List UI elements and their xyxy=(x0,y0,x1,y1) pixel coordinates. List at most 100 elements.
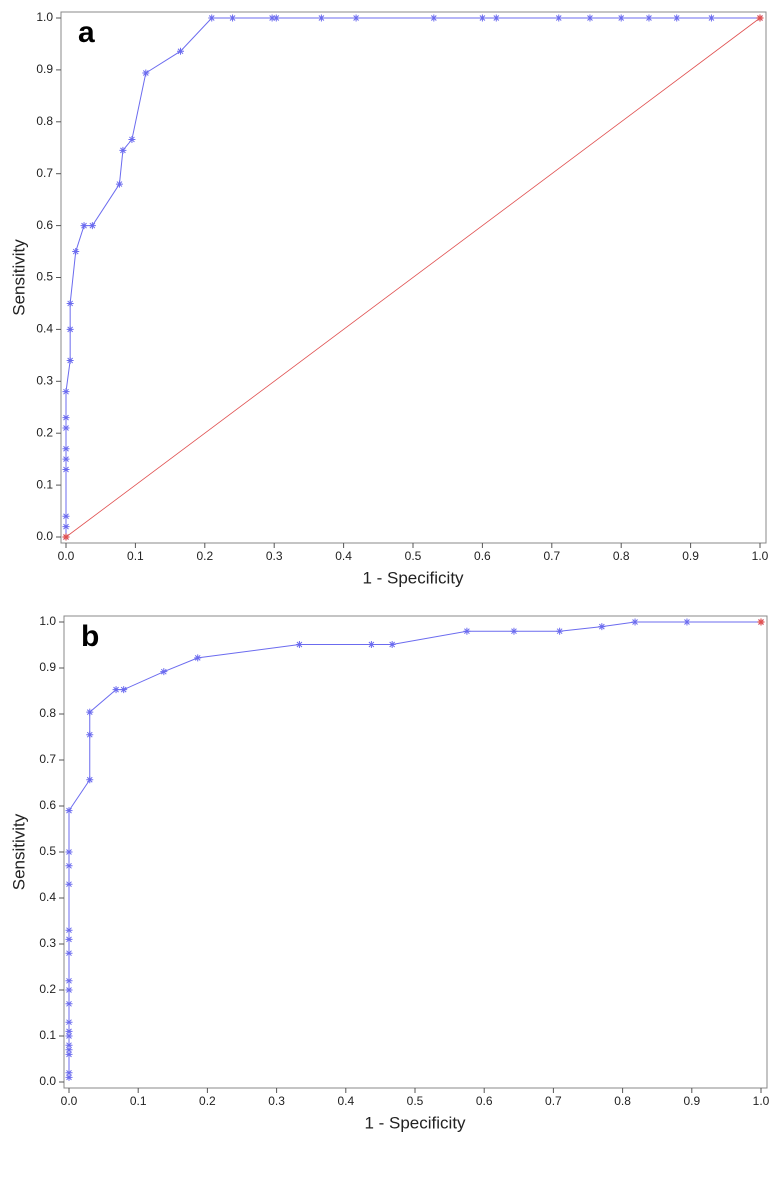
point-marker xyxy=(66,299,74,307)
x-tick-label: 0.4 xyxy=(335,549,352,563)
point-marker xyxy=(317,14,325,22)
point-marker xyxy=(229,14,237,22)
point-marker xyxy=(295,641,303,649)
reference-marker xyxy=(756,14,764,22)
x-tick-label: 0.8 xyxy=(614,1094,631,1108)
point-marker xyxy=(463,627,471,635)
y-tick-label: 0.2 xyxy=(39,982,56,996)
point-marker xyxy=(62,523,70,531)
point-marker xyxy=(631,618,639,626)
x-tick-label: 0.1 xyxy=(127,549,144,563)
y-tick-label: 0.0 xyxy=(36,529,53,543)
point-marker xyxy=(112,686,120,694)
y-tick-label: 1.0 xyxy=(36,10,53,24)
x-tick-label: 1.0 xyxy=(753,1094,769,1108)
point-marker xyxy=(673,14,681,22)
point-marker xyxy=(617,14,625,22)
point-marker xyxy=(65,848,73,856)
point-marker xyxy=(430,14,438,22)
y-tick-label: 0.9 xyxy=(39,660,56,674)
point-marker xyxy=(80,222,88,230)
point-marker xyxy=(683,618,691,626)
point-marker xyxy=(492,14,500,22)
point-marker xyxy=(272,14,280,22)
point-marker xyxy=(65,1032,73,1040)
point-marker xyxy=(177,47,185,55)
point-marker xyxy=(62,414,70,422)
point-marker xyxy=(86,708,94,716)
point-marker xyxy=(160,668,168,676)
point-marker xyxy=(88,222,96,230)
reference-marker xyxy=(757,618,765,626)
point-marker xyxy=(555,14,563,22)
y-tick-label: 0.9 xyxy=(36,62,53,76)
x-tick-label: 0.6 xyxy=(476,1094,493,1108)
point-marker xyxy=(120,686,128,694)
y-tick-label: 0.6 xyxy=(39,798,56,812)
y-tick-label: 0.2 xyxy=(36,425,53,439)
point-marker xyxy=(119,146,127,154)
point-marker xyxy=(65,935,73,943)
y-tick-label: 0.3 xyxy=(39,936,56,950)
point-marker xyxy=(208,14,216,22)
x-tick-label: 0.0 xyxy=(61,1094,78,1108)
y-tick-label: 0.3 xyxy=(36,373,53,387)
reference-line xyxy=(65,17,761,538)
point-marker xyxy=(478,14,486,22)
y-tick-label: 0.6 xyxy=(36,218,53,232)
x-tick-label: 1.0 xyxy=(752,549,769,563)
point-marker xyxy=(142,69,150,77)
x-tick-label: 0.3 xyxy=(266,549,283,563)
point-marker xyxy=(65,1069,73,1077)
y-tick-label: 0.0 xyxy=(39,1074,56,1088)
y-axis-title: Sensitivity xyxy=(9,813,28,890)
point-marker xyxy=(65,1046,73,1054)
x-tick-label: 0.4 xyxy=(337,1094,354,1108)
point-marker xyxy=(65,926,73,934)
plot-frame xyxy=(63,615,768,1089)
x-tick-label: 0.2 xyxy=(199,1094,216,1108)
point-marker xyxy=(62,388,70,396)
point-marker xyxy=(65,1027,73,1035)
y-tick-label: 0.8 xyxy=(36,114,53,128)
point-marker xyxy=(268,14,276,22)
point-marker xyxy=(65,1073,73,1081)
point-marker xyxy=(65,880,73,888)
point-marker xyxy=(194,654,202,662)
x-tick-label: 0.7 xyxy=(543,549,560,563)
point-marker xyxy=(65,1000,73,1008)
point-marker xyxy=(65,977,73,985)
x-axis-title: 1 - Specificity xyxy=(362,568,464,587)
y-tick-label: 0.5 xyxy=(36,270,53,284)
point-marker xyxy=(66,357,74,365)
point-marker xyxy=(65,1041,73,1049)
y-tick-label: 0.7 xyxy=(39,752,56,766)
x-tick-label: 0.9 xyxy=(683,1094,700,1108)
x-tick-label: 0.0 xyxy=(58,549,75,563)
y-tick-label: 0.5 xyxy=(39,844,56,858)
y-tick-label: 0.7 xyxy=(36,166,53,180)
y-tick-label: 0.1 xyxy=(36,477,53,491)
x-tick-label: 0.1 xyxy=(130,1094,147,1108)
panel-label: b xyxy=(81,620,99,653)
y-axis-title: Sensitivity xyxy=(9,239,28,316)
x-tick-label: 0.2 xyxy=(196,549,213,563)
x-tick-label: 0.7 xyxy=(545,1094,562,1108)
point-marker xyxy=(388,641,396,649)
point-marker xyxy=(72,248,80,256)
panel-label: a xyxy=(78,16,95,49)
point-marker xyxy=(65,862,73,870)
x-tick-label: 0.5 xyxy=(405,549,422,563)
x-tick-label: 0.5 xyxy=(407,1094,424,1108)
x-axis-title: 1 - Specificity xyxy=(364,1113,466,1132)
x-tick-label: 0.9 xyxy=(682,549,699,563)
y-tick-label: 0.1 xyxy=(39,1028,56,1042)
point-marker xyxy=(62,466,70,474)
point-marker xyxy=(586,14,594,22)
point-marker xyxy=(367,641,375,649)
point-marker xyxy=(115,180,123,188)
point-marker xyxy=(128,135,136,143)
point-marker xyxy=(86,776,94,784)
y-tick-label: 0.4 xyxy=(39,890,56,904)
